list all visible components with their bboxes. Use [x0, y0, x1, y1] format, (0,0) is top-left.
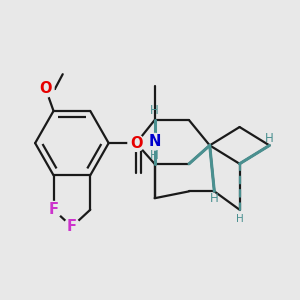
Text: H: H	[265, 132, 274, 145]
Circle shape	[128, 135, 145, 152]
Text: O: O	[40, 81, 52, 96]
Circle shape	[45, 202, 62, 218]
Text: H: H	[150, 103, 159, 116]
Text: H: H	[150, 149, 159, 163]
Text: N: N	[148, 134, 161, 149]
Text: H: H	[210, 192, 219, 205]
Text: H: H	[236, 214, 244, 224]
Circle shape	[38, 81, 54, 97]
Text: F: F	[67, 219, 77, 234]
Circle shape	[146, 134, 163, 150]
Text: O: O	[130, 136, 142, 151]
Text: F: F	[49, 202, 58, 217]
Circle shape	[64, 218, 80, 235]
